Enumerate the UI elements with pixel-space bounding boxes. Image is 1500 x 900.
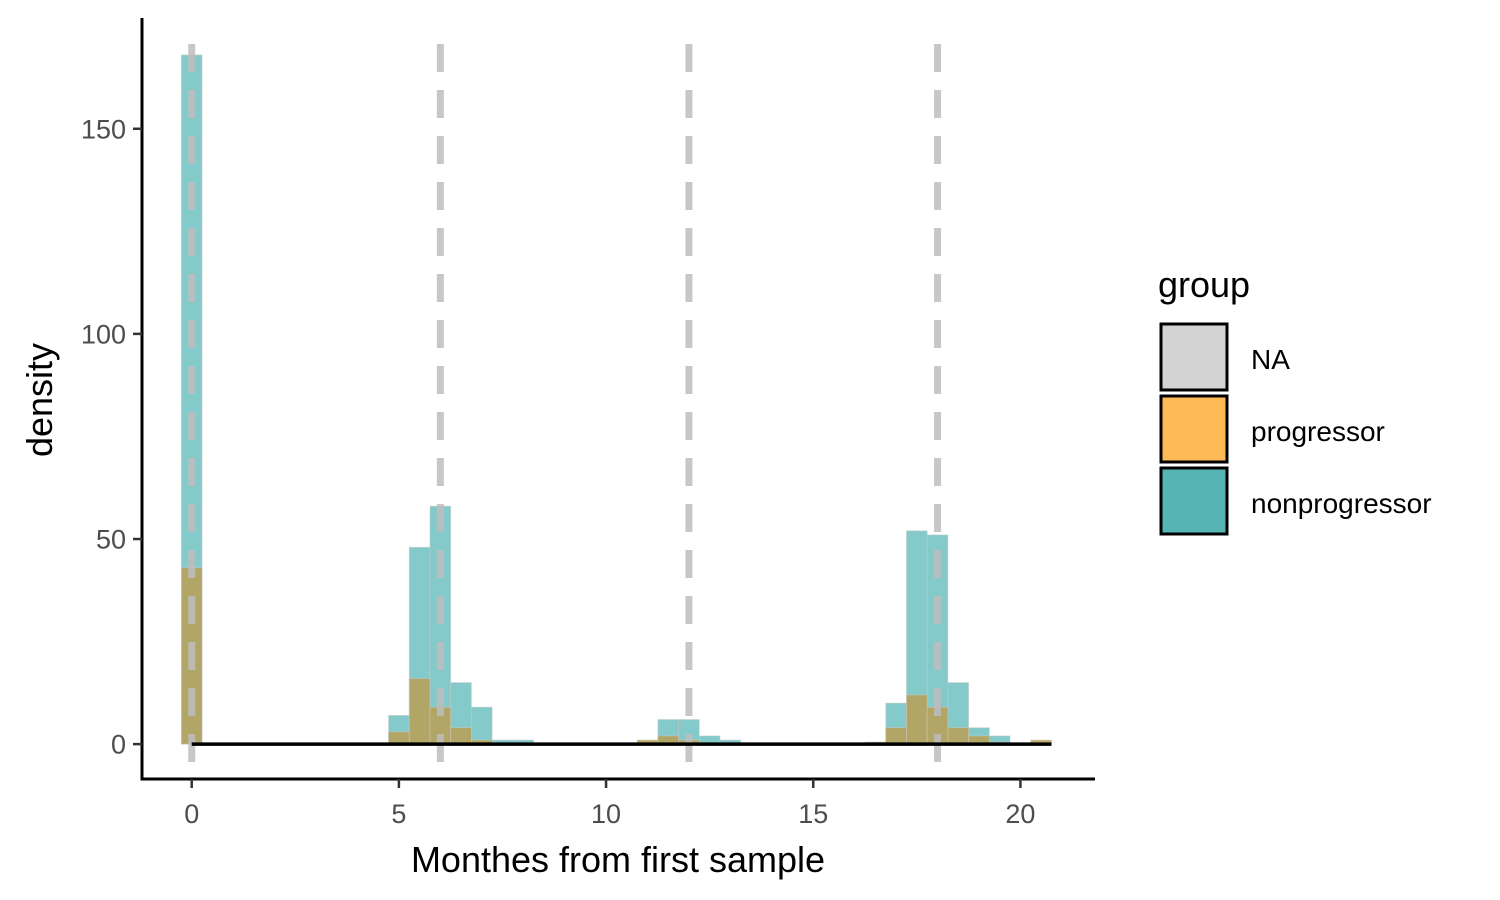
nonprogressor-bar-5 [471, 706, 493, 745]
x-tick-label: 5 [391, 799, 406, 829]
progressor-bar-4 [450, 727, 472, 745]
legend-swatch-progressor [1159, 394, 1229, 464]
legend-label-NA: NA [1251, 344, 1290, 375]
x-axis-title: Monthes from first sample [411, 839, 825, 880]
legend-swatch-nonprogressor [1159, 466, 1229, 536]
x-axis-ticks: 0 5 10 15 20 [184, 779, 1035, 829]
nonprogressor-bars [180, 54, 1011, 745]
y-axis-title: density [19, 343, 60, 457]
x-tick-label: 15 [798, 799, 828, 829]
reference-lines [188, 44, 942, 779]
legend-swatch-NA [1159, 322, 1229, 392]
progressor-bars [180, 567, 1052, 745]
progressor-bar-11 [906, 694, 928, 745]
legend-label-nonprogressor: nonprogressor [1251, 488, 1432, 519]
progressor-bar-2 [408, 678, 431, 745]
y-tick-label: 100 [81, 319, 126, 349]
progressor-bar-10 [885, 727, 907, 745]
x-tick-label: 20 [1005, 799, 1035, 829]
legend-title: group [1158, 264, 1250, 305]
x-tick-label: 0 [184, 799, 199, 829]
progressor-bar-1 [388, 731, 410, 745]
legend-label-progressor: progressor [1251, 416, 1385, 447]
y-tick-label: 50 [96, 525, 126, 555]
x-tick-label: 10 [591, 799, 621, 829]
y-axis-ticks: 0 50 100 150 [81, 114, 142, 760]
progressor-bar-13 [947, 727, 970, 745]
legend: group NA progressor nonprogressor [1158, 264, 1432, 536]
y-tick-label: 0 [111, 730, 126, 760]
y-tick-label: 150 [81, 114, 126, 144]
